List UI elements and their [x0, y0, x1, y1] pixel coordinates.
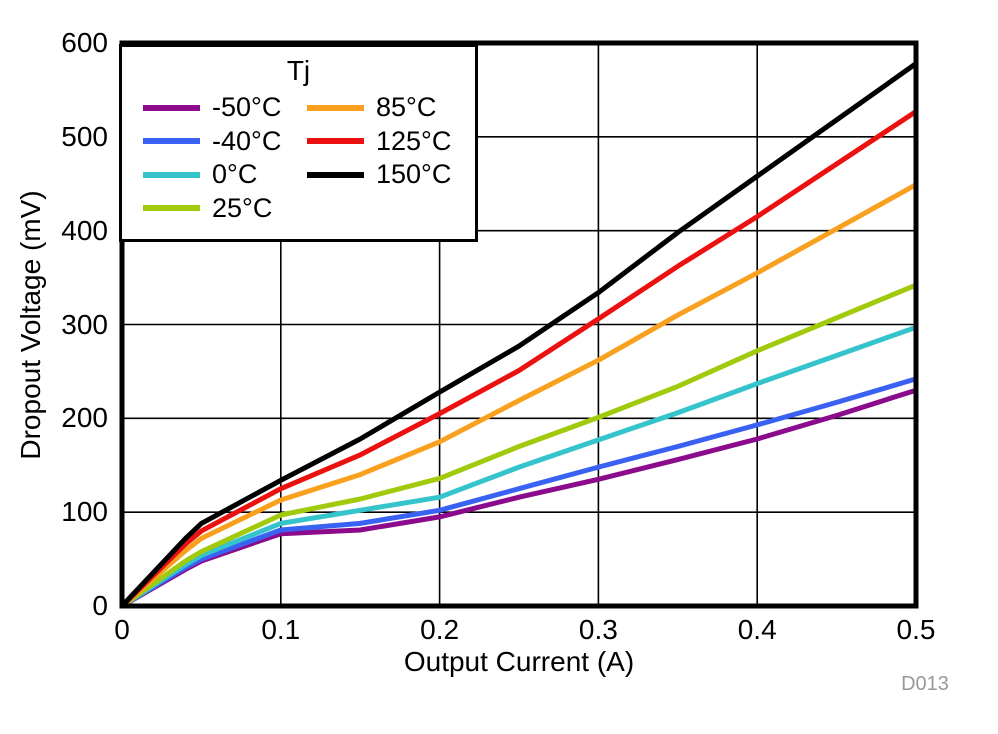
- figure-id-watermark: D013: [901, 673, 949, 695]
- legend-swatch: [143, 205, 200, 212]
- legend-item: 0°C: [143, 158, 307, 192]
- y-tick-label: 400: [61, 214, 108, 246]
- y-tick-label: 600: [61, 27, 108, 58]
- y-tick-label: 0: [92, 590, 108, 621]
- legend-swatch: [307, 104, 364, 111]
- legend-swatch: [143, 171, 200, 178]
- legend-item: 85°C: [307, 91, 475, 125]
- legend-label: 25°C: [212, 192, 273, 223]
- series-line--40deg-C: [120, 376, 917, 609]
- legend-item: 125°C: [307, 125, 475, 159]
- legend-item: -40°C: [143, 125, 307, 159]
- plot-frame: [119, 40, 919, 609]
- legend-label: 125°C: [376, 125, 452, 156]
- legend-swatch: [307, 171, 364, 178]
- y-axis-title: Dropout Voltage (mV): [15, 190, 46, 460]
- series-line-125deg-C: [120, 109, 918, 608]
- legend-swatch: [307, 138, 364, 145]
- x-tick-label: 0.4: [737, 614, 777, 645]
- legend: Tj -50°C -40°C 0°C 25°C 85°C 125°C 150°C: [119, 44, 478, 242]
- legend-label: 0°C: [212, 159, 258, 189]
- x-tick-label: 0.1: [261, 614, 301, 645]
- y-tick-label: 100: [61, 496, 108, 528]
- y-tick-label: 300: [61, 308, 108, 340]
- legend-item: 150°C: [307, 158, 475, 192]
- legend-title: Tj: [286, 55, 311, 86]
- legend-label: 85°C: [376, 92, 437, 122]
- legend-label: -50°C: [212, 92, 282, 122]
- legend-items: -50°C -40°C 0°C 25°C 85°C 125°C 150°C: [122, 91, 475, 225]
- series-line-85deg-C: [120, 182, 918, 608]
- legend-swatch: [143, 104, 200, 111]
- legend-swatch: [143, 138, 200, 145]
- legend-item: -50°C: [143, 91, 307, 125]
- x-tick-label: 0.5: [896, 614, 936, 645]
- series-line-0deg-C: [120, 324, 917, 609]
- series-line-25deg-C: [120, 282, 917, 609]
- legend-label: 150°C: [376, 159, 452, 189]
- legend-label: -40°C: [212, 125, 282, 156]
- series-line-150deg-C: [120, 61, 918, 608]
- y-tick-label: 200: [61, 402, 108, 434]
- y-tick-label: 500: [61, 120, 108, 152]
- x-axis-title: Output Current (A): [403, 646, 635, 677]
- series-line--50deg-C: [120, 387, 917, 609]
- x-tick-label: 0: [114, 614, 130, 645]
- legend-item: 25°C: [143, 192, 307, 226]
- x-tick-label: 0.3: [578, 614, 618, 645]
- x-tick-label: 0.2: [420, 614, 460, 645]
